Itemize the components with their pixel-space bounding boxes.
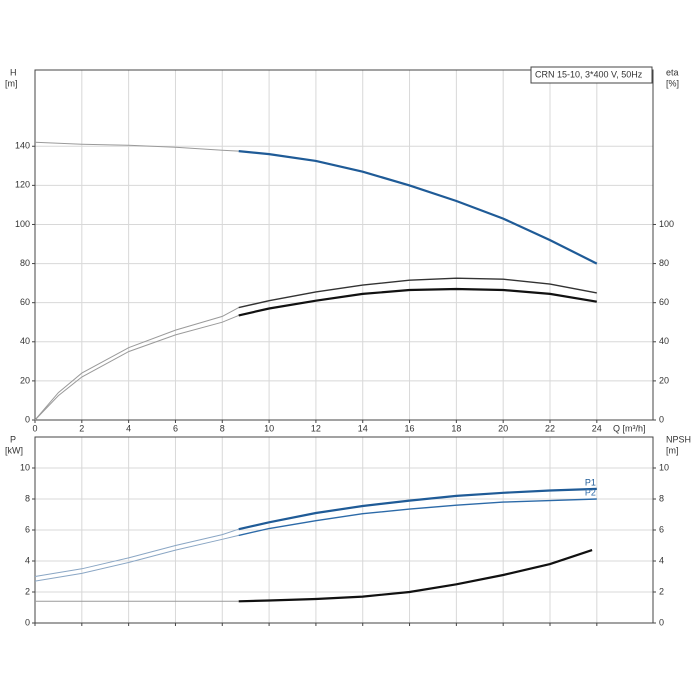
y2-tick-label: 6 (659, 524, 664, 534)
curve (34, 307, 239, 421)
curve (238, 549, 593, 603)
y2-axis-label: [%] (666, 78, 679, 88)
y2-axis-label: eta (666, 67, 679, 77)
curve (238, 498, 597, 537)
x-tick-label: 8 (220, 423, 225, 433)
y2-tick-label: 60 (659, 297, 669, 307)
y2-axis-label: NPSH (666, 434, 691, 444)
x-tick-label: 6 (173, 423, 178, 433)
curve (238, 150, 598, 265)
y-axis-label: H (10, 67, 17, 77)
y-tick-label: 2 (25, 586, 30, 596)
y2-tick-label: 40 (659, 336, 669, 346)
y-axis-label: [m] (5, 78, 18, 88)
plot-frame (34, 436, 654, 624)
y-tick-label: 10 (20, 462, 30, 472)
y-tick-label: 6 (25, 524, 30, 534)
x-tick-label: 16 (405, 423, 415, 433)
y2-tick-label: 80 (659, 258, 669, 268)
y-axis-label: P (10, 434, 16, 444)
y-axis-label: [kW] (5, 445, 23, 455)
x-tick-label: 14 (358, 423, 368, 433)
curve (34, 141, 239, 152)
curve (34, 314, 239, 421)
y2-axis-label: [m] (666, 445, 679, 455)
legend-text: CRN 15-10, 3*400 V, 50Hz (535, 69, 643, 79)
curve (34, 528, 239, 577)
x-tick-label: 22 (545, 423, 555, 433)
x-axis-label: Q [m³/h] (613, 423, 646, 433)
y-tick-label: 100 (15, 219, 30, 229)
y-tick-label: 140 (15, 141, 30, 151)
y2-tick-label: 100 (659, 219, 674, 229)
y2-tick-label: 4 (659, 555, 664, 565)
x-tick-label: 4 (126, 423, 131, 433)
curve (238, 287, 597, 317)
curve (34, 534, 239, 582)
x-tick-label: 2 (79, 423, 84, 433)
y-tick-label: 4 (25, 555, 30, 565)
y-tick-label: 80 (20, 258, 30, 268)
y-tick-label: 8 (25, 493, 30, 503)
y2-tick-label: 8 (659, 493, 664, 503)
y2-tick-label: 0 (659, 414, 664, 424)
legend-box (530, 66, 653, 84)
y2-tick-label: 20 (659, 375, 669, 385)
y-tick-label: 0 (25, 414, 30, 424)
y2-tick-label: 10 (659, 462, 669, 472)
x-tick-label: 0 (32, 423, 37, 433)
x-tick-label: 18 (451, 423, 461, 433)
curve-label: P2 (585, 487, 596, 497)
curve (238, 487, 597, 531)
plot-frame (34, 69, 654, 421)
curve (238, 277, 597, 309)
y-tick-label: 40 (20, 336, 30, 346)
y2-tick-label: 0 (659, 617, 664, 627)
y-tick-label: 60 (20, 297, 30, 307)
x-tick-label: 10 (264, 423, 274, 433)
y2-tick-label: 2 (659, 586, 664, 596)
x-tick-label: 12 (311, 423, 321, 433)
y-tick-label: 20 (20, 375, 30, 385)
x-tick-label: 20 (498, 423, 508, 433)
x-tick-label: 24 (592, 423, 602, 433)
curve-label: P1 (585, 477, 596, 487)
y-tick-label: 0 (25, 617, 30, 627)
y-tick-label: 120 (15, 180, 30, 190)
